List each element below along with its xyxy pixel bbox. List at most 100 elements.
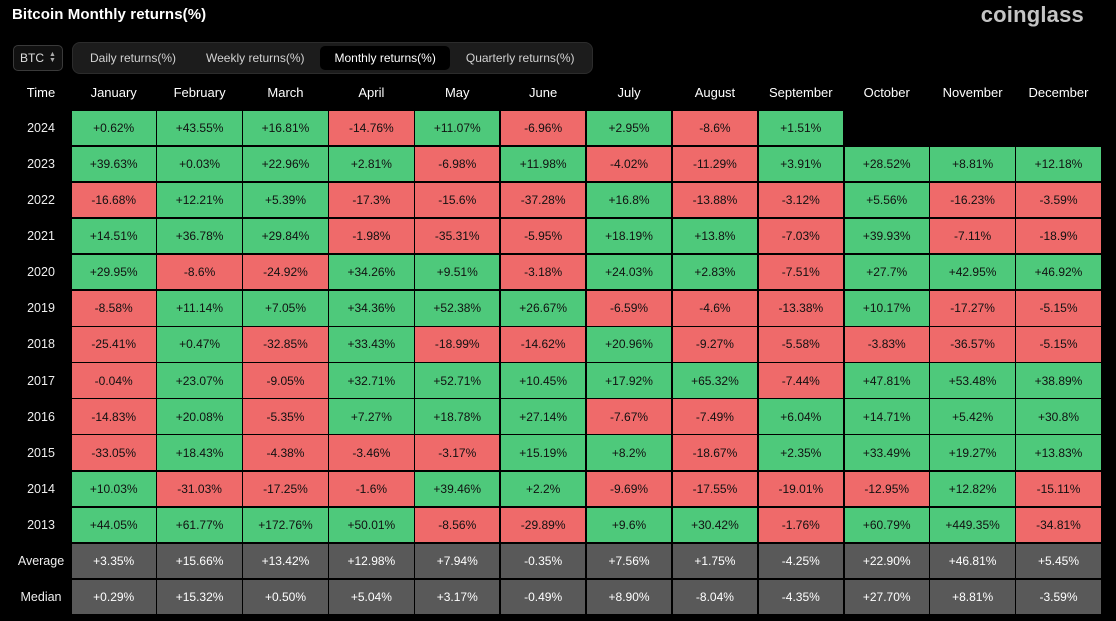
row-label-2017: 2017: [27, 373, 55, 388]
return-cell: +5.39%: [243, 182, 328, 218]
column-header-january: January: [90, 84, 137, 100]
return-cell: +10.45%: [500, 363, 586, 398]
return-cell: -7.49%: [672, 399, 758, 434]
return-cell: -36.57%: [930, 327, 1015, 362]
summary-cell: +8.81%: [930, 579, 1015, 615]
return-cell: +5.42%: [930, 399, 1015, 434]
return-cell: -14.76%: [329, 110, 414, 146]
return-cell: -25.41%: [71, 327, 156, 362]
row-label-2022: 2022: [27, 193, 55, 208]
return-cell: -8.58%: [71, 291, 156, 326]
row-label-2016: 2016: [27, 409, 55, 424]
column-header-june: June: [529, 84, 558, 100]
return-cell: +32.71%: [329, 363, 414, 398]
tab-weekly-returns[interactable]: Weekly returns(%): [206, 51, 305, 65]
column-header-august: August: [694, 84, 736, 100]
return-cell: +52.38%: [415, 291, 500, 326]
return-cell: -1.98%: [329, 218, 414, 254]
return-cell: +20.08%: [157, 399, 242, 434]
row-label-median: Median: [20, 590, 62, 605]
summary-cell: -3.59%: [1016, 579, 1101, 615]
tab-quarterly-returns[interactable]: Quarterly returns(%): [465, 51, 575, 65]
return-cell: +36.78%: [157, 218, 242, 254]
return-cell: +38.89%: [1016, 363, 1101, 398]
return-cell: +34.36%: [329, 291, 414, 326]
page-title: Bitcoin Monthly returns(%): [12, 6, 207, 23]
return-cell: +22.96%: [243, 146, 328, 182]
return-cell: +0.03%: [157, 146, 242, 182]
return-cell: -14.83%: [71, 399, 156, 434]
row-label-2014: 2014: [27, 481, 55, 496]
return-cell: -3.17%: [415, 435, 500, 470]
monthly-returns-table: Time January February March April May June July…: [12, 75, 1101, 615]
return-cell: -8.6%: [672, 110, 758, 146]
return-cell: +15.19%: [500, 435, 586, 470]
return-cell: +2.83%: [672, 254, 758, 290]
return-cell: +9.6%: [586, 507, 672, 543]
return-cell: -0.04%: [71, 363, 156, 398]
return-cell: +33.43%: [329, 327, 414, 362]
row-label-2023: 2023: [27, 156, 55, 171]
return-cell: -29.89%: [500, 507, 586, 543]
return-cell: +1.51%: [758, 110, 844, 146]
return-cell: +449.35%: [930, 507, 1015, 543]
return-cell: -5.58%: [758, 327, 844, 362]
return-cell: +27.7%: [844, 254, 929, 290]
summary-cell: -0.35%: [500, 543, 586, 579]
column-header-july: July: [617, 84, 641, 100]
summary-cell: +15.32%: [157, 579, 242, 615]
return-cell: -18.99%: [415, 327, 500, 362]
return-cell: -3.46%: [329, 435, 414, 470]
return-cell: +39.63%: [71, 146, 156, 182]
return-cell: -1.6%: [329, 471, 414, 507]
tab-monthly-returns[interactable]: Monthly returns(%): [320, 46, 450, 70]
return-cell: +8.81%: [930, 146, 1015, 182]
summary-cell: +22.90%: [844, 543, 929, 579]
return-cell: +53.48%: [930, 363, 1015, 398]
return-cell: +2.81%: [329, 146, 414, 182]
row-label-2020: 2020: [27, 265, 55, 280]
tab-daily-returns[interactable]: Daily returns(%): [90, 51, 177, 65]
return-cell: [845, 111, 929, 146]
return-cell: +172.76%: [243, 507, 328, 543]
return-cell: -8.6%: [157, 254, 242, 290]
row-label-average: Average: [17, 553, 65, 568]
return-cell: +9.51%: [415, 254, 500, 290]
return-cell: +39.46%: [415, 471, 500, 507]
return-cell: -7.11%: [930, 218, 1015, 254]
return-cell: -15.11%: [1016, 471, 1101, 507]
coinglass-logo: coinglass: [980, 2, 1084, 27]
return-cell: -12.95%: [844, 471, 929, 507]
return-cell: -4.6%: [672, 291, 758, 326]
summary-cell: +0.50%: [243, 579, 328, 615]
column-header-november: November: [942, 84, 1003, 100]
return-cell: -34.81%: [1016, 507, 1101, 543]
asset-select[interactable]: BTC ▲ ▼: [13, 45, 63, 71]
return-cell: +7.05%: [243, 291, 328, 326]
return-cell: +65.32%: [672, 363, 758, 398]
column-header-time: Time: [26, 84, 56, 100]
return-cell: -31.03%: [157, 471, 242, 507]
return-cell: +47.81%: [844, 363, 929, 398]
return-cell: -3.59%: [1016, 182, 1101, 218]
return-cell: -9.27%: [672, 327, 758, 362]
column-header-march: March: [267, 84, 304, 100]
return-cell: +52.71%: [415, 363, 500, 398]
column-header-october: October: [863, 84, 910, 100]
return-cell: +29.95%: [71, 254, 156, 290]
return-cell: -7.44%: [758, 363, 844, 398]
return-cell: +23.07%: [157, 363, 242, 398]
return-cell: -17.3%: [329, 182, 414, 218]
return-cell: -32.85%: [243, 327, 328, 362]
return-cell: +5.56%: [844, 182, 929, 218]
return-cell: +29.84%: [243, 218, 328, 254]
return-cell: +0.47%: [157, 327, 242, 362]
return-cell: +7.27%: [329, 399, 414, 434]
summary-cell: +1.75%: [672, 543, 758, 579]
return-cell: -37.28%: [500, 182, 586, 218]
return-cell: +17.92%: [586, 363, 672, 398]
return-cell: -7.03%: [758, 218, 844, 254]
return-cell: -3.12%: [758, 182, 844, 218]
return-cell: +46.92%: [1016, 254, 1101, 290]
row-label-2018: 2018: [27, 337, 55, 352]
